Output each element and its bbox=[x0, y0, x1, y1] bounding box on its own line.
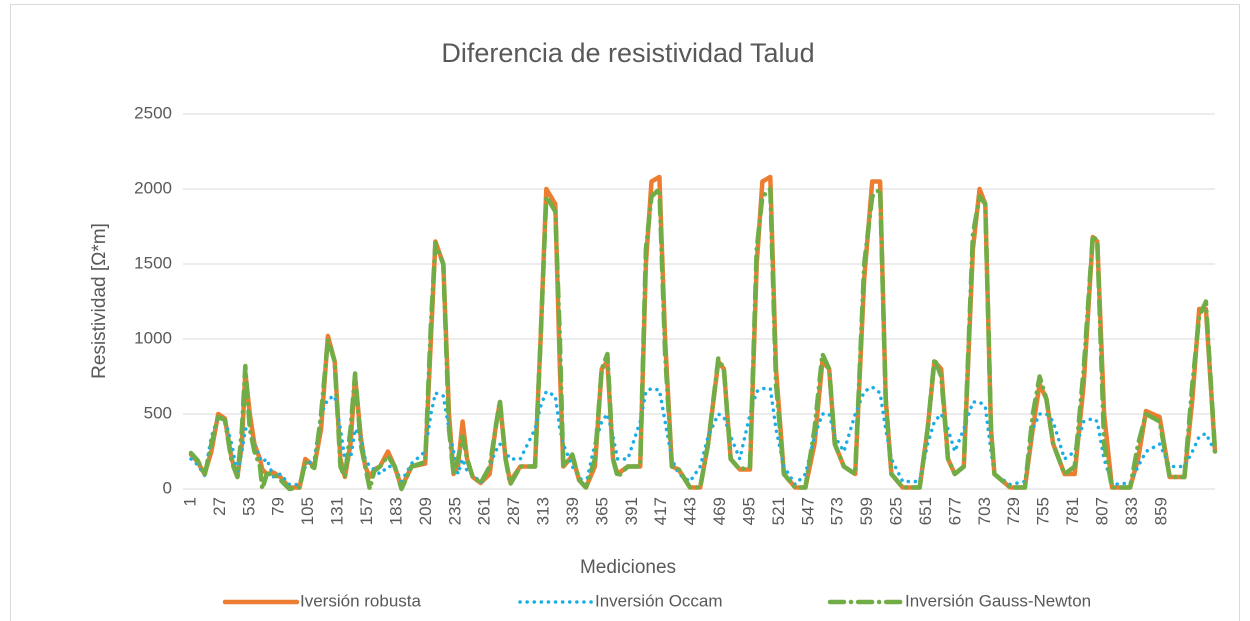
x-tick-label: 183 bbox=[386, 497, 405, 525]
x-tick-label: 859 bbox=[1151, 497, 1170, 525]
x-tick-label: 79 bbox=[269, 497, 288, 516]
x-tick-label: 781 bbox=[1063, 497, 1082, 525]
x-tick-label: 599 bbox=[857, 497, 876, 525]
x-tick-label: 287 bbox=[504, 497, 523, 525]
y-axis-label: Resistividad [Ω*m] bbox=[89, 223, 110, 379]
x-tick-label: 755 bbox=[1034, 497, 1053, 525]
y-tick-label: 1000 bbox=[134, 328, 172, 347]
x-tick-label: 131 bbox=[328, 497, 347, 525]
x-tick-label: 313 bbox=[534, 497, 553, 525]
x-tick-label: 521 bbox=[769, 497, 788, 525]
x-tick-label: 469 bbox=[710, 497, 729, 525]
x-tick-label: 209 bbox=[416, 497, 435, 525]
y-tick-label: 2500 bbox=[134, 103, 172, 122]
legend-label: Inversión Gauss-Newton bbox=[905, 591, 1091, 610]
chart-frame bbox=[10, 4, 1240, 621]
y-tick-label: 0 bbox=[163, 478, 172, 497]
x-tick-label: 235 bbox=[445, 497, 464, 525]
x-tick-label: 365 bbox=[592, 497, 611, 525]
legend-label: Iversión robusta bbox=[300, 591, 421, 610]
x-tick-label: 157 bbox=[357, 497, 376, 525]
x-tick-label: 729 bbox=[1004, 497, 1023, 525]
x-tick-label: 547 bbox=[798, 497, 817, 525]
x-tick-label: 1 bbox=[180, 497, 199, 506]
x-tick-label: 391 bbox=[622, 497, 641, 525]
x-tick-label: 833 bbox=[1122, 497, 1141, 525]
legend-label: Inversión Occam bbox=[595, 591, 723, 610]
x-tick-label: 105 bbox=[298, 497, 317, 525]
x-tick-label: 625 bbox=[887, 497, 906, 525]
x-tick-label: 807 bbox=[1092, 497, 1111, 525]
chart-title: Diferencia de resistividad Talud bbox=[441, 38, 814, 68]
series-line bbox=[188, 186, 1218, 492]
x-tick-label: 677 bbox=[945, 497, 964, 525]
x-tick-label: 339 bbox=[563, 497, 582, 525]
x-tick-label: 703 bbox=[975, 497, 994, 525]
x-tick-label: 495 bbox=[739, 497, 758, 525]
y-tick-label: 2000 bbox=[134, 178, 172, 197]
x-tick-label: 443 bbox=[681, 497, 700, 525]
x-tick-label: 417 bbox=[651, 497, 670, 525]
x-tick-label: 53 bbox=[239, 497, 258, 516]
x-tick-label: 651 bbox=[916, 497, 935, 525]
y-tick-label: 1500 bbox=[134, 253, 172, 272]
x-tick-label: 261 bbox=[475, 497, 494, 525]
x-axis-label: Mediciones bbox=[580, 557, 676, 578]
x-tick-label: 27 bbox=[210, 497, 229, 516]
x-tick-label: 573 bbox=[828, 497, 847, 525]
y-tick-label: 500 bbox=[144, 403, 172, 422]
